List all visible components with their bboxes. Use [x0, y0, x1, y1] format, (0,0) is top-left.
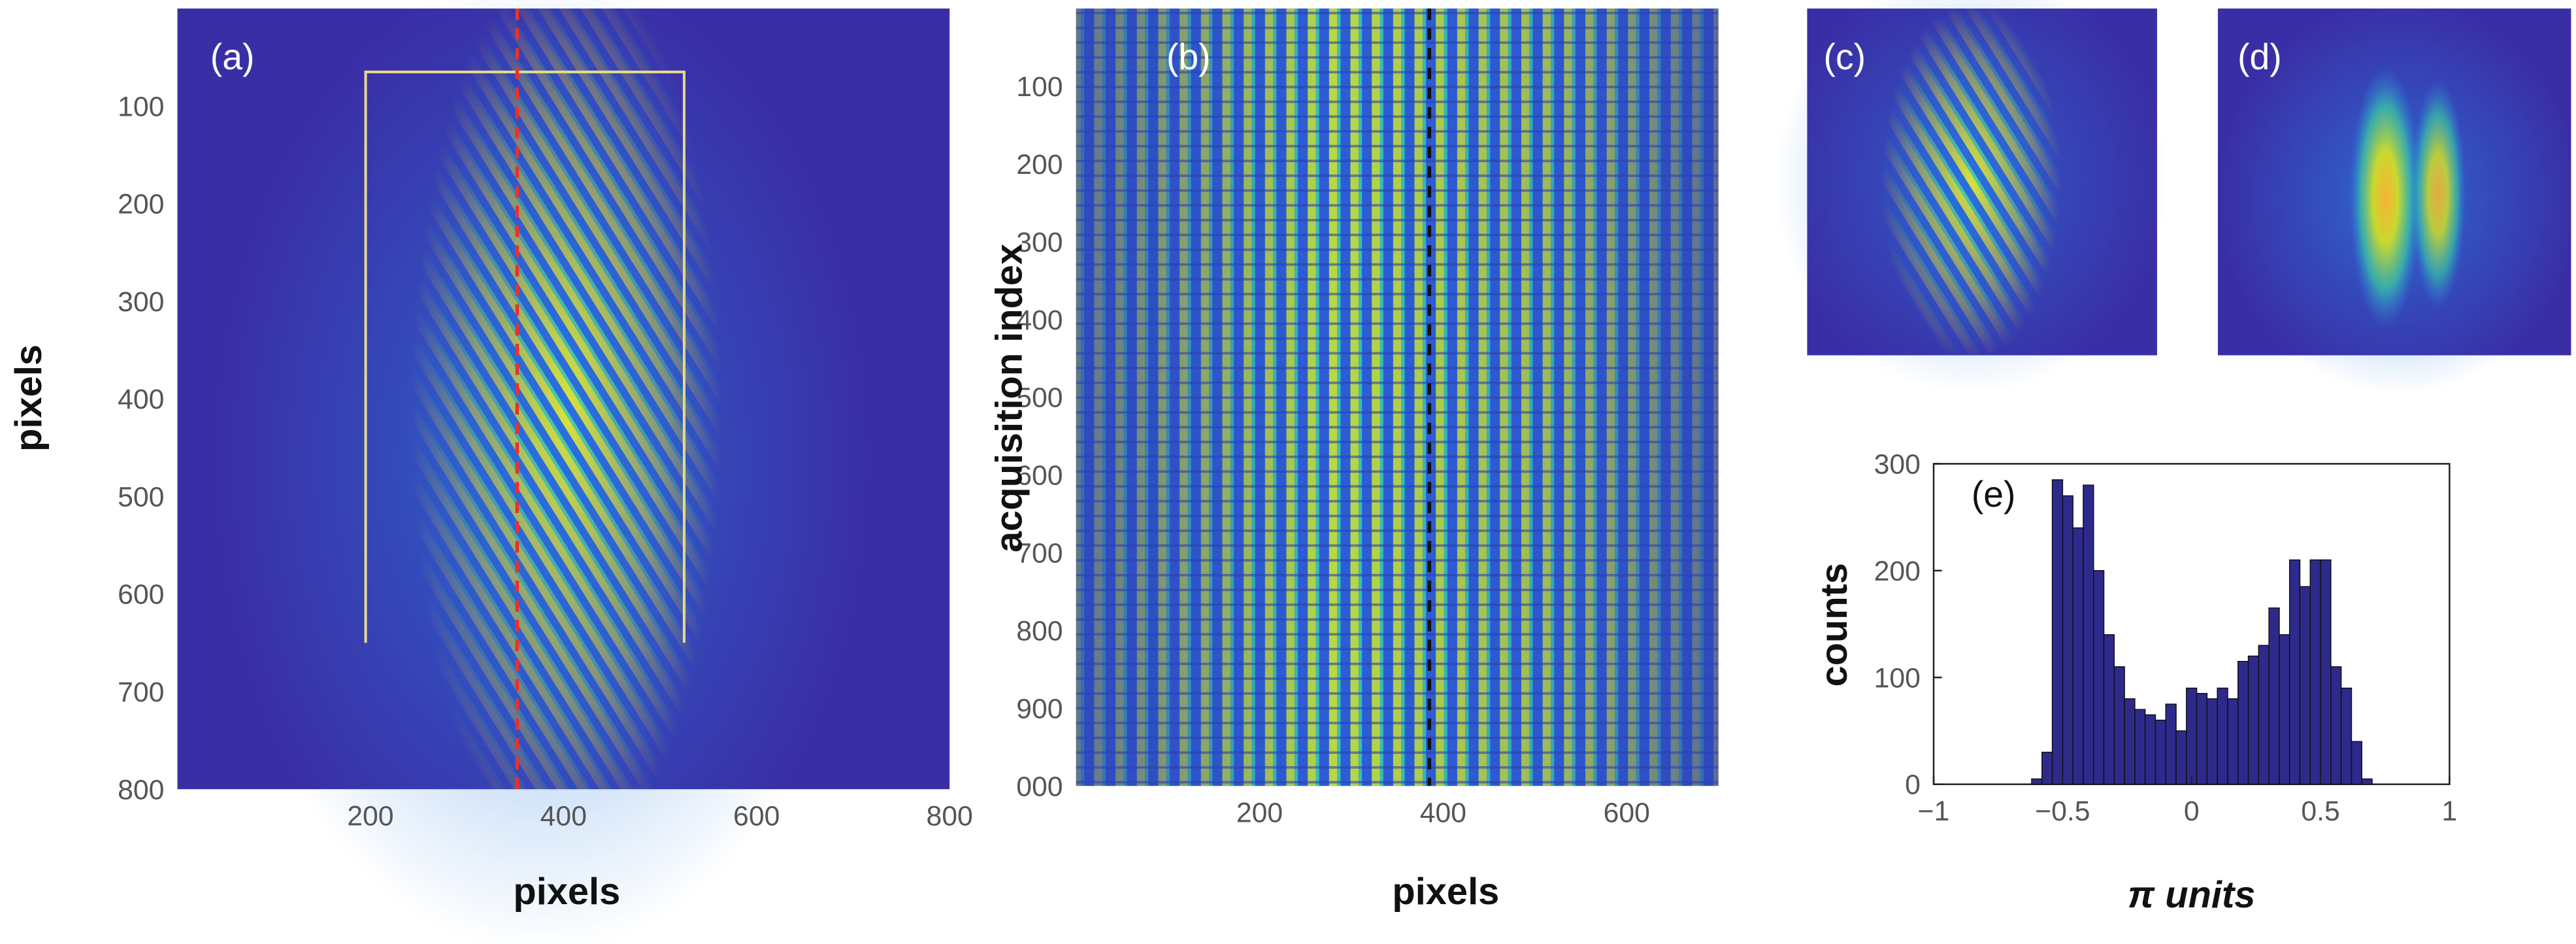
bar	[2279, 634, 2290, 785]
bar	[2134, 709, 2146, 785]
bar	[2288, 559, 2301, 785]
image-fringes	[1807, 8, 2157, 356]
x-tick-label: 800	[926, 801, 972, 832]
x-tick-label: −0.5	[2035, 796, 2090, 827]
y-tick-label: 400	[118, 384, 164, 415]
bar	[2144, 714, 2156, 785]
bar	[2340, 687, 2353, 785]
x-tick-label: 0	[2184, 796, 2200, 827]
bar	[2092, 570, 2105, 785]
bar	[2268, 607, 2280, 785]
bar	[2351, 741, 2362, 785]
y-tick-label: 500	[1016, 382, 1063, 414]
bar	[2165, 703, 2177, 785]
y-tick-label: 0	[1905, 769, 1921, 801]
y-tick-label: 400	[1016, 305, 1063, 336]
roi-bracket	[364, 71, 685, 643]
image-lobe	[2410, 79, 2466, 310]
image-fringes	[177, 8, 950, 790]
bar	[2041, 751, 2053, 785]
y-tick-label: 100	[1874, 662, 1921, 694]
y-tick-label: 300	[118, 286, 164, 318]
x-tick-label: 1	[2442, 796, 2458, 827]
x-tick-label: 200	[1236, 797, 1283, 828]
y-tick-label: 200	[1874, 556, 1921, 587]
x-axis-label: pixels	[1392, 871, 1499, 913]
x-tick-label: 200	[347, 801, 393, 832]
bar	[2320, 559, 2332, 785]
bar	[2124, 698, 2136, 785]
bar	[2217, 687, 2228, 785]
bar	[2062, 495, 2073, 785]
image-lobe	[2349, 66, 2422, 329]
panel-label: (a)	[210, 37, 255, 77]
x-tick-label: 0.5	[2301, 796, 2339, 827]
x-axis-label: pixels	[513, 871, 620, 913]
x-tick-label: 400	[540, 801, 587, 832]
bar	[2247, 655, 2260, 785]
panel-label: (c)	[1824, 37, 1866, 77]
y-tick-label: 600	[118, 579, 164, 611]
bar	[2196, 693, 2208, 785]
bar	[2083, 484, 2094, 785]
y-tick-label: 100	[1016, 71, 1063, 103]
y-tick-label: 700	[118, 677, 164, 708]
y-tick-label: 800	[1016, 615, 1063, 647]
bar	[2031, 778, 2043, 785]
panel-label: (d)	[2237, 37, 2282, 77]
y-tick-label: 600	[1016, 460, 1063, 492]
bar	[2155, 719, 2167, 785]
y-tick-label: 100	[118, 91, 164, 122]
bar	[2113, 666, 2125, 785]
bar	[2299, 586, 2311, 785]
bar	[2103, 634, 2115, 785]
y-tick-label: 000	[1016, 771, 1063, 802]
bar	[2227, 698, 2239, 785]
x-axis-label: π units	[2128, 874, 2255, 916]
image-fringes	[1076, 8, 1719, 786]
y-tick-label: 900	[1016, 693, 1063, 724]
panel-label: (b)	[1166, 37, 1211, 77]
y-tick-label: 300	[1874, 449, 1921, 480]
y-tick-label: 300	[1016, 227, 1063, 258]
y-tick-label: 200	[1016, 149, 1063, 180]
y-axis-label: acquisition index	[989, 244, 1031, 552]
x-tick-label: −1	[1918, 796, 1950, 827]
bar	[2206, 698, 2218, 785]
x-tick-label: 600	[733, 801, 780, 832]
y-tick-label: 500	[118, 481, 164, 513]
y-axis-label: counts	[1813, 563, 1855, 686]
y-tick-label: 200	[118, 189, 164, 220]
x-tick-label: 400	[1420, 797, 1466, 828]
bar	[2258, 645, 2270, 785]
panel-label: (e)	[1972, 474, 2016, 514]
bar	[2051, 479, 2064, 785]
bar	[2175, 730, 2187, 785]
bar	[2361, 778, 2373, 785]
bar	[2330, 666, 2342, 785]
y-tick-label: 700	[1016, 538, 1063, 569]
bar	[2309, 559, 2321, 785]
x-tick-label: 600	[1604, 797, 1650, 828]
y-axis-label: pixels	[8, 345, 50, 452]
bar	[2072, 527, 2084, 785]
bar	[2237, 660, 2249, 785]
y-tick-label: 800	[118, 774, 164, 805]
bar	[2186, 687, 2198, 785]
